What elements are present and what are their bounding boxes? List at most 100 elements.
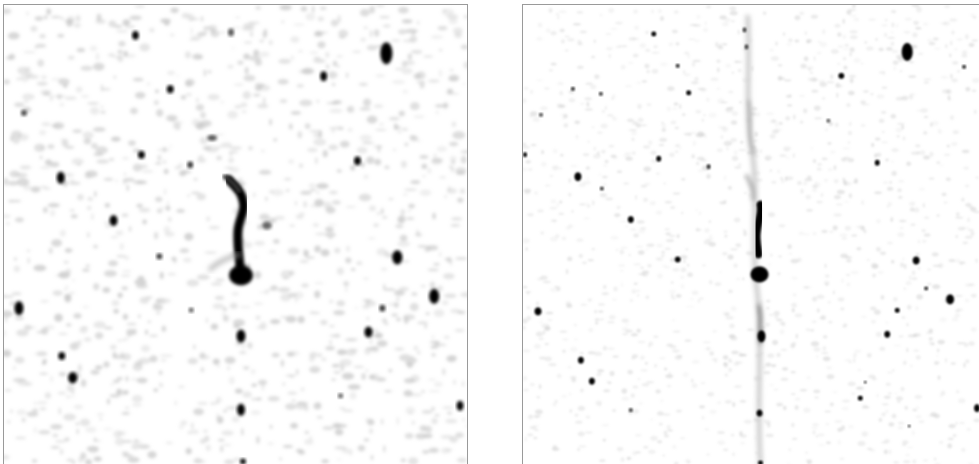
noise-blob [388, 197, 394, 201]
noise-blob [870, 93, 874, 96]
noise-blob [731, 350, 739, 355]
noise-blob [594, 321, 599, 325]
noise-blob [540, 231, 544, 235]
noise-blob [356, 146, 368, 154]
noise-blob [927, 282, 932, 286]
noise-blob [723, 363, 728, 366]
noise-blob [526, 291, 530, 296]
noise-blob [49, 161, 60, 168]
point-source [187, 161, 194, 169]
noise-blob [93, 456, 102, 462]
noise-blob [4, 454, 10, 460]
point-source [857, 395, 863, 401]
noise-blob [731, 155, 739, 161]
noise-blob [727, 254, 734, 260]
noise-blob [841, 157, 847, 162]
noise-blob [817, 433, 825, 437]
noise-blob [961, 197, 965, 202]
noise-blob [866, 258, 870, 262]
noise-blob [948, 258, 956, 263]
noise-blob [65, 285, 69, 289]
noise-blob [421, 390, 425, 393]
noise-blob [334, 428, 344, 436]
noise-blob [64, 437, 70, 442]
noise-blob [314, 232, 328, 236]
noise-blob [729, 6, 737, 11]
noise-blob [394, 68, 404, 71]
noise-blob [788, 252, 793, 255]
noise-blob [248, 21, 260, 24]
noise-blob [939, 440, 944, 445]
noise-blob [565, 269, 569, 275]
noise-blob [121, 440, 133, 443]
noise-blob [402, 89, 408, 94]
noise-blob [13, 257, 17, 261]
noise-blob [680, 254, 688, 260]
noise-blob [277, 287, 291, 293]
noise-blob [700, 159, 708, 162]
noise-blob [604, 159, 609, 164]
noise-blob [402, 314, 416, 321]
noise-blob [241, 241, 253, 249]
noise-blob [804, 451, 808, 455]
noise-blob [527, 415, 534, 420]
noise-blob [634, 25, 639, 30]
noise-blob [365, 368, 369, 373]
noise-blob [405, 406, 416, 415]
noise-blob [633, 263, 642, 266]
noise-blob [658, 422, 663, 426]
noise-blob [876, 393, 879, 398]
noise-blob [565, 301, 572, 306]
noise-blob [362, 98, 372, 107]
noise-blob [624, 225, 629, 228]
noise-blob [203, 69, 207, 77]
noise-blob [752, 139, 758, 142]
noise-blob [712, 330, 717, 333]
noise-blob [549, 287, 559, 292]
noise-blob [852, 5, 856, 8]
noise-blob [802, 181, 808, 186]
noise-blob [430, 35, 444, 39]
point-source [588, 377, 595, 385]
noise-blob [879, 346, 886, 352]
point-source [364, 326, 373, 338]
noise-blob [852, 353, 857, 358]
point-source [838, 72, 845, 79]
noise-blob [840, 307, 845, 311]
noise-blob [910, 223, 916, 226]
noise-blob [696, 14, 701, 19]
noise-blob [711, 357, 718, 361]
noise-blob [107, 53, 116, 57]
noise-blob [93, 152, 104, 157]
noise-blob [734, 166, 742, 169]
noise-blob [633, 233, 639, 238]
noise-blob [367, 237, 376, 240]
noise-blob [329, 333, 335, 338]
noise-blob [659, 137, 668, 142]
noise-blob [250, 410, 261, 415]
noise-blob [123, 390, 129, 395]
noise-blob [424, 324, 427, 329]
noise-blob [656, 172, 660, 175]
noise-blob [642, 145, 651, 149]
noise-blob [719, 271, 722, 274]
noise-blob [134, 5, 146, 8]
noise-blob [250, 369, 256, 375]
noise-blob [416, 350, 421, 355]
noise-blob [723, 140, 732, 147]
point-source [974, 404, 979, 413]
noise-blob [765, 322, 771, 327]
noise-blob [659, 15, 665, 21]
noise-blob [616, 446, 624, 452]
noise-blob [49, 94, 54, 102]
noise-blob [567, 37, 575, 42]
noise-blob [50, 445, 60, 449]
noise-blob [718, 42, 725, 45]
noise-blob [730, 433, 735, 437]
noise-blob [951, 78, 958, 83]
noise-blob [147, 451, 157, 459]
noise-blob [541, 149, 544, 155]
noise-blob [183, 257, 192, 263]
noise-blob [655, 257, 661, 261]
noise-blob [384, 251, 389, 254]
